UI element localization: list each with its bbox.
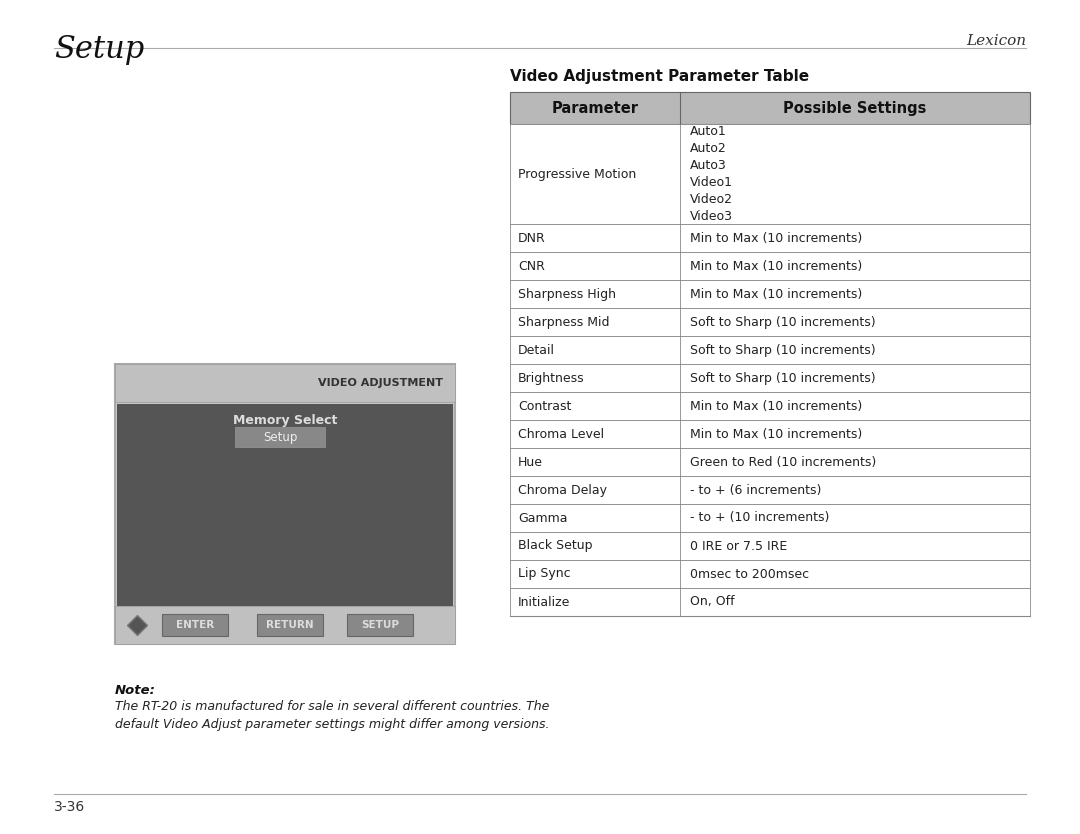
Bar <box>510 308 1030 336</box>
Text: 0 IRE or 7.5 IRE: 0 IRE or 7.5 IRE <box>690 540 787 552</box>
Text: Detail: Detail <box>518 344 555 356</box>
Text: Auto1
Auto2
Auto3
Video1
Video2
Video3: Auto1 Auto2 Auto3 Video1 Video2 Video3 <box>690 125 733 223</box>
Text: Hue: Hue <box>518 455 543 469</box>
Bar <box>510 336 1030 364</box>
Text: Lip Sync: Lip Sync <box>518 567 570 580</box>
Text: CNR: CNR <box>518 259 545 273</box>
Bar <box>510 224 1030 252</box>
Text: Possible Settings: Possible Settings <box>783 101 927 115</box>
Text: - to + (6 increments): - to + (6 increments) <box>690 484 822 496</box>
Text: Video Adjustment Parameter Table: Video Adjustment Parameter Table <box>510 69 809 84</box>
Text: Contrast: Contrast <box>518 399 571 413</box>
Bar <box>114 606 455 644</box>
Text: Lexicon: Lexicon <box>966 34 1026 48</box>
Text: Memory Select: Memory Select <box>233 414 337 426</box>
Text: DNR: DNR <box>518 232 545 244</box>
Bar <box>257 614 323 636</box>
Bar <box>510 92 1030 124</box>
Text: Soft to Sharp (10 increments): Soft to Sharp (10 increments) <box>690 315 876 329</box>
Text: - to + (10 increments): - to + (10 increments) <box>690 511 829 525</box>
Text: Note:: Note: <box>114 684 156 697</box>
Text: The RT-20 is manufactured for sale in several different countries. The
default V: The RT-20 is manufactured for sale in se… <box>114 700 550 731</box>
Text: Min to Max (10 increments): Min to Max (10 increments) <box>690 259 862 273</box>
Text: Min to Max (10 increments): Min to Max (10 increments) <box>690 399 862 413</box>
Text: Green to Red (10 increments): Green to Red (10 increments) <box>690 455 876 469</box>
Text: Black Setup: Black Setup <box>518 540 593 552</box>
Text: Sharpness High: Sharpness High <box>518 288 616 300</box>
Text: Sharpness Mid: Sharpness Mid <box>518 315 609 329</box>
Text: Soft to Sharp (10 increments): Soft to Sharp (10 increments) <box>690 344 876 356</box>
Text: Chroma Level: Chroma Level <box>518 428 604 440</box>
Bar <box>510 420 1030 448</box>
Text: Setup: Setup <box>262 430 297 444</box>
Bar <box>510 280 1030 308</box>
Bar <box>510 476 1030 504</box>
Bar <box>347 614 413 636</box>
Bar <box>510 448 1030 476</box>
Text: Setup: Setup <box>54 34 145 65</box>
Text: Progressive Motion: Progressive Motion <box>518 168 636 180</box>
Bar <box>510 392 1030 420</box>
Text: Min to Max (10 increments): Min to Max (10 increments) <box>690 288 862 300</box>
Text: 0msec to 200msec: 0msec to 200msec <box>690 567 809 580</box>
Text: Min to Max (10 increments): Min to Max (10 increments) <box>690 428 862 440</box>
Bar <box>510 364 1030 392</box>
Bar <box>235 427 325 447</box>
Bar <box>510 124 1030 224</box>
Text: VIDEO ADJUSTMENT: VIDEO ADJUSTMENT <box>318 378 443 388</box>
Bar <box>117 404 453 606</box>
Text: SETUP: SETUP <box>361 620 399 630</box>
Text: Soft to Sharp (10 increments): Soft to Sharp (10 increments) <box>690 371 876 384</box>
Text: Chroma Delay: Chroma Delay <box>518 484 607 496</box>
Bar <box>510 588 1030 616</box>
Bar <box>510 532 1030 560</box>
Text: Brightness: Brightness <box>518 371 584 384</box>
Text: ENTER: ENTER <box>176 620 214 630</box>
Text: RETURN: RETURN <box>266 620 314 630</box>
FancyBboxPatch shape <box>114 364 455 644</box>
Text: Gamma: Gamma <box>518 511 567 525</box>
Bar <box>510 560 1030 588</box>
Bar <box>510 252 1030 280</box>
Text: Min to Max (10 increments): Min to Max (10 increments) <box>690 232 862 244</box>
Text: 3-36: 3-36 <box>54 800 85 814</box>
Text: Initialize: Initialize <box>518 595 570 609</box>
Text: On, Off: On, Off <box>690 595 734 609</box>
Bar <box>510 504 1030 532</box>
Bar <box>162 614 228 636</box>
Text: Parameter: Parameter <box>552 101 638 115</box>
Bar <box>114 364 455 402</box>
